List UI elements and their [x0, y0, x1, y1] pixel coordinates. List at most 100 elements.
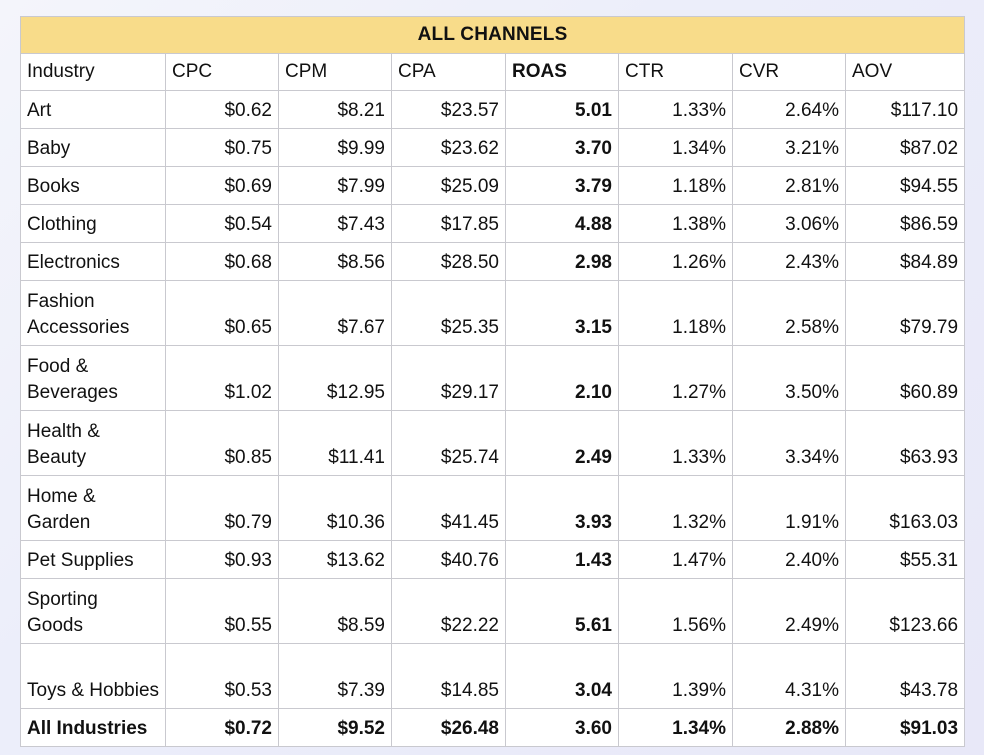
- cell-ctr: 1.27%: [618, 345, 733, 411]
- cell-ctr: 1.33%: [618, 90, 733, 129]
- cell-aov: $43.78: [844, 643, 966, 709]
- cell-cpm: $8.56: [278, 242, 392, 281]
- cell-cpm: $7.39: [278, 643, 392, 709]
- table-title: ALL CHANNELS: [19, 16, 966, 54]
- table-row: Art $0.62 $8.21 $23.57 5.01 1.33% 2.64% …: [20, 90, 966, 129]
- column-header-cpa: CPA: [391, 53, 506, 91]
- table-row: Books $0.69 $7.99 $25.09 3.79 1.18% 2.81…: [20, 166, 966, 205]
- cell-cpm: $8.59: [278, 578, 392, 644]
- cell-cvr: 2.58%: [732, 280, 846, 346]
- cell-aov: $55.31: [844, 540, 966, 579]
- cell-roas: 2.10: [505, 345, 619, 411]
- cell-cvr: 2.43%: [732, 242, 846, 281]
- cell-cvr: 2.40%: [732, 540, 846, 579]
- cell-aov: $84.89: [844, 242, 966, 281]
- cell-roas: 3.79: [505, 166, 619, 205]
- cell-cvr: 2.64%: [732, 90, 846, 129]
- cell-cpm: $7.67: [278, 280, 392, 346]
- cell-industry: Books: [20, 166, 166, 205]
- cell-cpc: $0.69: [165, 166, 279, 205]
- cell-industry: Art: [20, 90, 166, 129]
- cell-cpa: $29.17: [391, 345, 506, 411]
- cell-roas: 2.49: [505, 410, 619, 476]
- cell-roas: 5.01: [505, 90, 619, 129]
- cell-ctr: 1.34%: [618, 128, 733, 167]
- table-row: Electronics $0.68 $8.56 $28.50 2.98 1.26…: [20, 242, 966, 281]
- cell-cvr: 2.49%: [732, 578, 846, 644]
- cell-cpa: $25.74: [391, 410, 506, 476]
- cell-cpc: $0.79: [165, 475, 279, 541]
- cell-industry: Electronics: [20, 242, 166, 281]
- cell-aov: $123.66: [844, 578, 966, 644]
- column-header-cvr: CVR: [732, 53, 846, 91]
- table-row: Pet Supplies $0.93 $13.62 $40.76 1.43 1.…: [20, 540, 966, 579]
- cell-cpm: $13.62: [278, 540, 392, 579]
- cell-cpm: $8.21: [278, 90, 392, 129]
- cell-aov: $117.10: [844, 90, 966, 129]
- table-body: Art $0.62 $8.21 $23.57 5.01 1.33% 2.64% …: [20, 90, 966, 747]
- cell-industry: Food & Beverages: [20, 345, 166, 411]
- cell-aov: $60.89: [844, 345, 966, 411]
- cell-industry: Toys & Hobbies: [20, 643, 166, 709]
- cell-cvr: 3.21%: [732, 128, 846, 167]
- cell-cpa: $25.09: [391, 166, 506, 205]
- benchmark-table: ALL CHANNELS Industry CPC CPM CPA ROAS C…: [19, 16, 966, 747]
- cell-roas: 3.04: [505, 643, 619, 709]
- cell-ctr: 1.39%: [618, 643, 733, 709]
- cell-aov: $63.93: [844, 410, 966, 476]
- table-row: Fashion Accessories $0.65 $7.67 $25.35 3…: [20, 280, 966, 346]
- cell-cpa: $26.48: [391, 708, 506, 747]
- cell-aov: $91.03: [844, 708, 966, 747]
- cell-roas: 3.15: [505, 280, 619, 346]
- cell-industry: Clothing: [20, 204, 166, 243]
- cell-cpc: $0.68: [165, 242, 279, 281]
- cell-industry: Sporting Goods: [20, 578, 166, 644]
- cell-cpm: $7.99: [278, 166, 392, 205]
- cell-roas: 3.70: [505, 128, 619, 167]
- table-title-row: ALL CHANNELS: [19, 16, 966, 54]
- cell-cvr: 2.81%: [732, 166, 846, 205]
- cell-cpc: $0.55: [165, 578, 279, 644]
- cell-aov: $94.55: [844, 166, 966, 205]
- cell-ctr: 1.56%: [618, 578, 733, 644]
- cell-cpc: $0.53: [165, 643, 279, 709]
- cell-cpa: $14.85: [391, 643, 506, 709]
- benchmark-table-container: ALL CHANNELS Industry CPC CPM CPA ROAS C…: [19, 16, 966, 747]
- cell-cpa: $23.57: [391, 90, 506, 129]
- cell-ctr: 1.18%: [618, 166, 733, 205]
- cell-roas: 2.98: [505, 242, 619, 281]
- cell-cpc: $1.02: [165, 345, 279, 411]
- cell-roas: 1.43: [505, 540, 619, 579]
- cell-ctr: 1.26%: [618, 242, 733, 281]
- cell-ctr: 1.47%: [618, 540, 733, 579]
- table-row: Baby $0.75 $9.99 $23.62 3.70 1.34% 3.21%…: [20, 128, 966, 167]
- cell-industry: Baby: [20, 128, 166, 167]
- cell-ctr: 1.33%: [618, 410, 733, 476]
- table-row: Health & Beauty $0.85 $11.41 $25.74 2.49…: [20, 410, 966, 476]
- cell-cpc: $0.72: [165, 708, 279, 747]
- cell-cpa: $41.45: [391, 475, 506, 541]
- cell-industry: Fashion Accessories: [20, 280, 166, 346]
- cell-roas: 5.61: [505, 578, 619, 644]
- cell-industry: Home & Garden: [20, 475, 166, 541]
- cell-cpm: $12.95: [278, 345, 392, 411]
- cell-cpc: $0.75: [165, 128, 279, 167]
- column-header-aov: AOV: [844, 53, 966, 91]
- table-row: Clothing $0.54 $7.43 $17.85 4.88 1.38% 3…: [20, 204, 966, 243]
- table-row: Toys & Hobbies $0.53 $7.39 $14.85 3.04 1…: [20, 643, 966, 709]
- cell-industry: Pet Supplies: [20, 540, 166, 579]
- cell-cvr: 3.06%: [732, 204, 846, 243]
- cell-aov: $86.59: [844, 204, 966, 243]
- column-header-cpm: CPM: [278, 53, 392, 91]
- cell-cpm: $9.99: [278, 128, 392, 167]
- cell-ctr: 1.38%: [618, 204, 733, 243]
- cell-aov: $163.03: [844, 475, 966, 541]
- cell-cpm: $10.36: [278, 475, 392, 541]
- cell-cpm: $7.43: [278, 204, 392, 243]
- column-header-cpc: CPC: [165, 53, 279, 91]
- cell-cpc: $0.93: [165, 540, 279, 579]
- cell-aov: $87.02: [844, 128, 966, 167]
- cell-roas: 3.93: [505, 475, 619, 541]
- total-row: All Industries $0.72 $9.52 $26.48 3.60 1…: [20, 708, 966, 747]
- cell-cvr: 4.31%: [732, 643, 846, 709]
